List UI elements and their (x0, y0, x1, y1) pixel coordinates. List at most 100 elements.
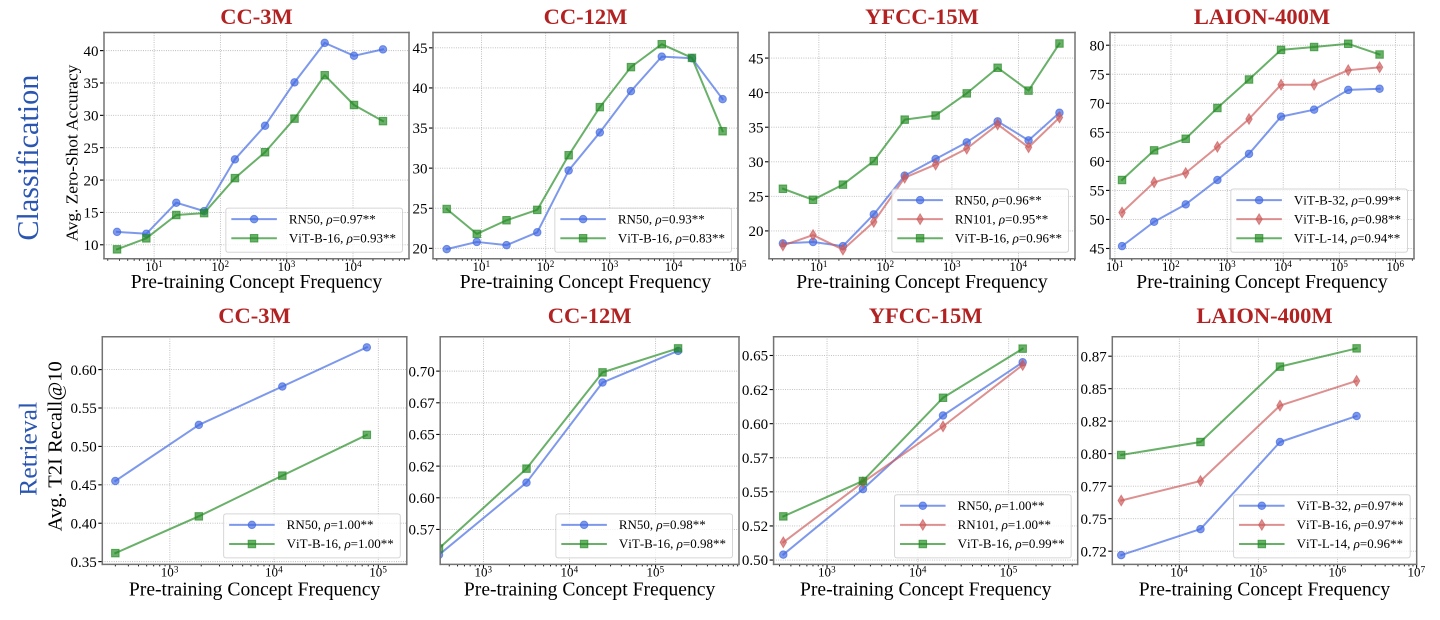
svg-text:1 0 5: 1 0 5 (1000, 564, 1018, 581)
svg-text:LAION-400M: LAION-400M (1196, 303, 1332, 328)
svg-text:Avg. Zero-Shot Accuracy: Avg. Zero-Shot Accuracy (63, 64, 82, 241)
svg-text:15: 15 (84, 206, 99, 222)
svg-text:1 0 4: 1 0 4 (665, 258, 683, 275)
svg-text:20: 20 (749, 224, 764, 240)
svg-text:45: 45 (413, 41, 428, 57)
svg-text:0.65: 0.65 (408, 428, 434, 444)
svg-text:25: 25 (749, 190, 764, 206)
svg-text:0.85: 0.85 (1081, 382, 1107, 398)
svg-text:30: 30 (84, 109, 99, 125)
svg-text:1 0 3: 1 0 3 (474, 564, 492, 581)
svg-text:Classification: Classification (11, 75, 45, 241)
svg-text:0.62: 0.62 (408, 459, 434, 475)
svg-text:R N 1 0: R N 1 0 1 , = 0 . 9 5 * * ρ (955, 210, 1052, 227)
svg-text:0.62: 0.62 (742, 383, 768, 399)
svg-text:1 0 2: 1 0 2 (876, 258, 894, 275)
svg-text:1 0 6: 1 0 6 (1386, 258, 1404, 275)
svg-text:0.57: 0.57 (408, 523, 435, 539)
svg-text:0.67: 0.67 (408, 396, 435, 412)
svg-text:1 0 7: 1 0 7 (1408, 564, 1426, 581)
svg-text:CC-12M: CC-12M (548, 303, 632, 328)
svg-text:20: 20 (84, 173, 99, 189)
svg-text:YFCC-15M: YFCC-15M (869, 303, 983, 328)
svg-text:1 0 3: 1 0 3 (161, 564, 179, 581)
svg-text:10: 10 (84, 238, 99, 254)
svg-text:0.40: 0.40 (71, 516, 97, 532)
svg-text:20: 20 (413, 242, 428, 258)
svg-text:50: 50 (1090, 213, 1105, 229)
svg-text:R N 1 0: R N 1 0 1 , = 1 . 0 0 * * ρ (958, 516, 1055, 533)
svg-text:0.75: 0.75 (1081, 512, 1107, 528)
svg-text:1 0 3: 1 0 3 (1218, 258, 1236, 275)
svg-text:1 0 3: 1 0 3 (278, 258, 296, 275)
svg-text:Pre-training Concept Frequency: Pre-training Concept Frequency (460, 272, 712, 293)
svg-text:R N 5 0: R N 5 0 , = 0 . 9 3 * * ρ (618, 210, 709, 227)
svg-text:1 0 4: 1 0 4 (344, 258, 362, 275)
svg-text:Retrieval: Retrieval (14, 402, 43, 496)
svg-text:R N 5 0: R N 5 0 , = 1 . 0 0 * * ρ (958, 497, 1049, 514)
svg-text:0.60: 0.60 (742, 417, 768, 433)
svg-text:1 0 6: 1 0 6 (1328, 564, 1346, 581)
svg-text:Pre-training Concept Frequency: Pre-training Concept Frequency (131, 272, 383, 293)
svg-text:1 0 4: 1 0 4 (1170, 564, 1188, 581)
svg-text:1 0 5: 1 0 5 (729, 258, 747, 275)
svg-text:60: 60 (1090, 155, 1105, 171)
svg-text:25: 25 (413, 201, 428, 217)
svg-text:35: 35 (749, 120, 764, 136)
svg-text:0.70: 0.70 (408, 364, 434, 380)
svg-text:V i T -: V i T - B - 1 6 , = 0 . 9 8 * * ρ (1294, 210, 1405, 227)
svg-text:R N 5 0: R N 5 0 , = 1 . 0 0 * * ρ (287, 516, 378, 533)
svg-text:V i T -: V i T - L - 1 4 , = 0 . 9 6 * * ρ (1297, 535, 1407, 552)
svg-text:V i T -: V i T - B - 3 2 , = 0 . 9 7 * * ρ (1297, 497, 1408, 514)
svg-text:0.50: 0.50 (742, 553, 768, 569)
svg-text:70: 70 (1090, 96, 1105, 112)
svg-text:0.57: 0.57 (742, 451, 769, 467)
svg-text:30: 30 (749, 155, 764, 171)
svg-text:Pre-training Concept Frequency: Pre-training Concept Frequency (129, 580, 381, 601)
svg-text:Pre-training Concept Frequency: Pre-training Concept Frequency (1136, 272, 1388, 293)
svg-text:45: 45 (1090, 242, 1105, 258)
svg-text:Pre-training Concept Frequency: Pre-training Concept Frequency (796, 272, 1048, 293)
svg-text:0.87: 0.87 (1081, 349, 1108, 365)
svg-text:1 0 4: 1 0 4 (909, 564, 927, 581)
svg-text:1 0 4: 1 0 4 (561, 564, 579, 581)
svg-text:1 0 1: 1 0 1 (1106, 258, 1124, 275)
svg-text:25: 25 (84, 141, 99, 157)
svg-text:V i T -: V i T - B - 1 6 , = 0 . 9 7 * * ρ (1297, 516, 1408, 533)
svg-text:0.72: 0.72 (1081, 544, 1107, 560)
svg-text:R N 5 0: R N 5 0 , = 0 . 9 8 * * ρ (619, 516, 710, 533)
svg-text:40: 40 (413, 81, 428, 97)
svg-text:35: 35 (413, 121, 428, 137)
svg-text:65: 65 (1090, 126, 1105, 142)
svg-text:1 0 4: 1 0 4 (1009, 258, 1027, 275)
svg-text:30: 30 (413, 161, 428, 177)
svg-text:V i T -: V i T - B - 1 6 , = 0 . 9 9 * * ρ (958, 535, 1069, 552)
svg-text:V i T -: V i T - B - 1 6 , = 0 . 9 6 * * ρ (955, 229, 1066, 246)
svg-text:1 0 3: 1 0 3 (818, 564, 836, 581)
svg-text:0.52: 0.52 (742, 519, 768, 535)
svg-text:1 0 1: 1 0 1 (810, 258, 828, 275)
svg-text:0.80: 0.80 (1081, 447, 1107, 463)
svg-text:1 0 2: 1 0 2 (1162, 258, 1180, 275)
svg-text:1 0 5: 1 0 5 (647, 564, 665, 581)
svg-text:V i T -: V i T - B - 1 6 , = 1 . 0 0 * * ρ (287, 535, 398, 552)
svg-text:35: 35 (84, 76, 99, 92)
svg-text:40: 40 (84, 44, 99, 60)
svg-text:1 0 5: 1 0 5 (369, 564, 387, 581)
svg-text:1 0 1: 1 0 1 (145, 258, 163, 275)
svg-text:V i T -: V i T - B - 3 2 , = 0 . 9 9 * * ρ (1294, 191, 1405, 208)
svg-text:YFCC-15M: YFCC-15M (865, 4, 979, 29)
svg-text:Pre-training Concept Frequency: Pre-training Concept Frequency (464, 580, 716, 601)
svg-text:1 0 1: 1 0 1 (473, 258, 491, 275)
svg-text:R N 5 0: R N 5 0 , = 0 . 9 6 * * ρ (955, 191, 1046, 208)
svg-text:V i T -: V i T - L - 1 4 , = 0 . 9 4 * * ρ (1294, 229, 1404, 246)
svg-text:40: 40 (749, 86, 764, 102)
svg-text:0.77: 0.77 (1081, 479, 1108, 495)
svg-text:Avg. T2I Recall@10: Avg. T2I Recall@10 (44, 361, 66, 531)
svg-text:1 0 3: 1 0 3 (943, 258, 961, 275)
svg-text:1 0 5: 1 0 5 (1330, 258, 1348, 275)
svg-text:1 0 4: 1 0 4 (1274, 258, 1292, 275)
svg-text:0.55: 0.55 (71, 401, 97, 417)
svg-text:1 0 2: 1 0 2 (537, 258, 555, 275)
svg-text:0.45: 0.45 (71, 478, 97, 494)
